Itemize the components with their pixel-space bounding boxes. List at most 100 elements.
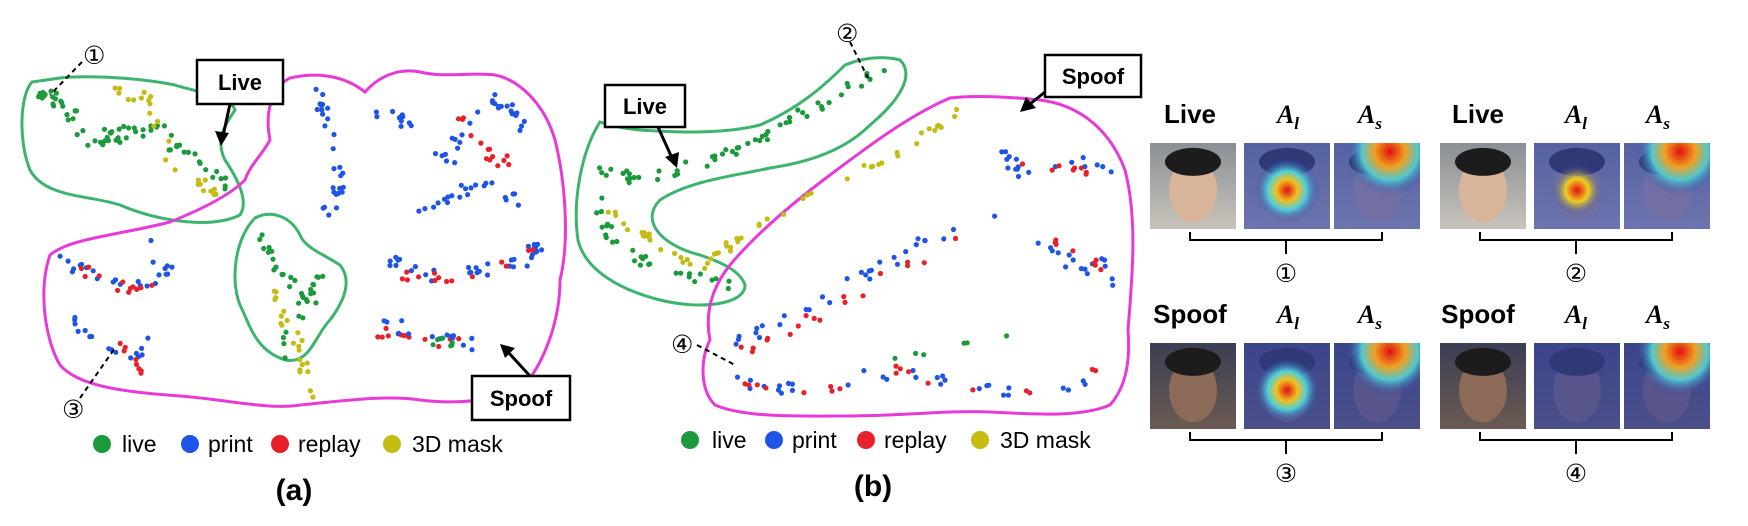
point-replay (126, 289, 132, 295)
point-print (473, 182, 479, 188)
sample-type-label: Live (1452, 99, 1504, 129)
point-print (145, 335, 151, 341)
point-print (1070, 257, 1076, 263)
point-print (326, 212, 332, 218)
point-print (325, 116, 331, 122)
hair-shape (1165, 347, 1221, 376)
point-print (1004, 156, 1010, 162)
point-live (697, 271, 704, 277)
point-live (280, 334, 286, 341)
attention-heat (1244, 143, 1330, 229)
point-print (894, 261, 901, 267)
point-3dmask (894, 149, 900, 156)
point-replay (478, 140, 484, 146)
attention-grid: Live Al As ① Live Al As ② Spoof Al As ③ Spoof Al As ④ (1150, 99, 1710, 488)
point-print (734, 374, 741, 380)
point-print (515, 202, 522, 208)
point-print (435, 200, 441, 206)
point-print (320, 91, 326, 98)
group-id-marker: ② (1565, 259, 1587, 288)
point-print (400, 114, 406, 120)
point-3dmask (800, 195, 806, 202)
point-replay (1070, 248, 1076, 254)
legend-live-a: live (122, 431, 157, 457)
point-replay (78, 265, 84, 272)
point-print (510, 111, 516, 117)
point-print (502, 194, 508, 201)
point-print (406, 331, 412, 337)
scatter-points-b (594, 68, 1116, 398)
point-live (140, 127, 146, 133)
point-print (387, 262, 393, 269)
point-3dmask (273, 295, 279, 301)
point-live (281, 341, 287, 347)
legend-live-swatch-a (93, 435, 111, 453)
point-live (320, 273, 326, 279)
point-replay (1098, 267, 1104, 273)
point-print (877, 259, 883, 265)
point-print (330, 185, 336, 191)
point-3dmask (307, 388, 313, 394)
point-print (408, 123, 414, 129)
point-replay (422, 336, 428, 342)
point-replay (399, 276, 405, 282)
point-replay (138, 285, 144, 291)
point-replay (383, 325, 389, 331)
point-live (92, 138, 98, 144)
attention-label-as: As (1644, 100, 1670, 133)
point-live (845, 84, 851, 90)
point-print (777, 322, 783, 328)
point-print (484, 272, 491, 278)
point-print (844, 276, 850, 282)
point-print (880, 374, 886, 380)
point-3dmask (151, 123, 157, 129)
point-print (459, 132, 465, 138)
point-replay (82, 273, 88, 280)
point-print (444, 199, 451, 206)
point-live (280, 271, 286, 277)
point-replay (905, 263, 911, 269)
point-live (1004, 333, 1010, 339)
point-live (192, 151, 198, 157)
point-print (535, 241, 541, 247)
point-replay (837, 386, 843, 392)
point-print (776, 383, 783, 389)
point-live (167, 147, 173, 153)
point-print (884, 376, 890, 382)
point-replay (416, 274, 422, 280)
point-live (269, 248, 275, 254)
point-live (626, 171, 633, 177)
point-3dmask (680, 259, 686, 265)
point-replay (893, 363, 899, 369)
point-replay (1083, 169, 1089, 175)
point-replay (117, 340, 123, 346)
legend-print-swatch-b (765, 431, 783, 449)
point-print (165, 271, 171, 277)
legend-replay-b: replay (884, 427, 947, 453)
point-replay (746, 382, 752, 388)
point-print (511, 191, 518, 197)
point-live (283, 329, 289, 335)
legend-print-b: print (792, 427, 837, 453)
point-3dmask (932, 127, 938, 133)
point-print (789, 381, 796, 387)
point-replay (385, 333, 391, 339)
point-live (800, 110, 806, 116)
point-print (150, 259, 156, 265)
point-print (469, 347, 475, 353)
point-live (627, 175, 633, 181)
live-box-text-b: Live (623, 94, 667, 119)
point-live (287, 284, 293, 290)
point-print (510, 264, 517, 270)
group-bracket (1479, 232, 1673, 254)
point-3dmask (658, 247, 664, 253)
point-replay (742, 381, 748, 387)
point-3dmask (708, 256, 714, 262)
point-replay (877, 270, 884, 277)
point-print (432, 151, 439, 157)
point-live (599, 170, 605, 176)
point-print (325, 105, 331, 111)
group-id-marker: ④ (1565, 459, 1587, 488)
point-3dmask (296, 343, 302, 349)
